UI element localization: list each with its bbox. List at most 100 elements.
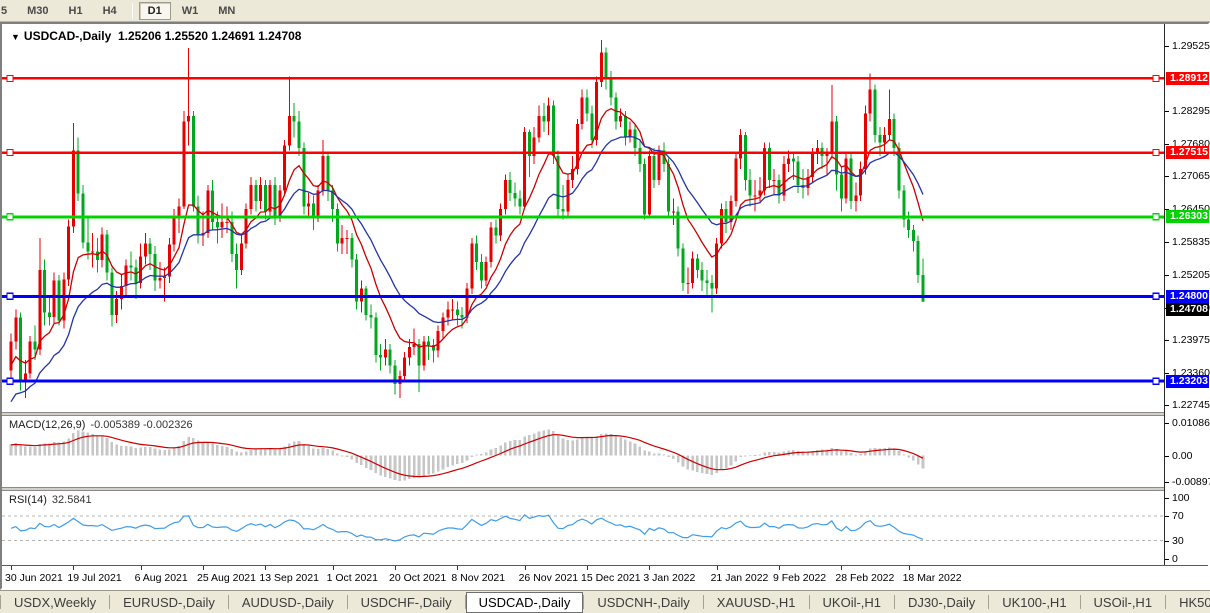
candle — [451, 299, 455, 321]
candle — [513, 182, 517, 207]
tab-separator — [346, 595, 348, 609]
price-level-badge: 1.24800 — [1166, 289, 1209, 303]
timeframe-button-m30[interactable]: M30 — [27, 4, 49, 17]
candle — [777, 174, 781, 204]
sr-line-right-handle[interactable] — [1152, 292, 1160, 301]
date-tick — [779, 566, 780, 570]
candle — [921, 258, 925, 303]
symbol-tab-usdcnh-daily[interactable]: USDCNH-,Daily — [597, 594, 690, 610]
candle — [71, 123, 75, 233]
candle — [686, 267, 690, 294]
timeframe-button-w1[interactable]: W1 — [181, 4, 199, 17]
candle — [806, 169, 810, 196]
sr-line-right-handle[interactable] — [1152, 213, 1160, 221]
candle — [23, 360, 27, 399]
candle — [302, 142, 306, 215]
timeframe-button-mn[interactable]: MN — [218, 4, 236, 17]
sr-line-right-handle[interactable] — [1152, 377, 1160, 385]
candle — [849, 153, 853, 209]
symbol-tab-xauusd-h1[interactable]: XAUUSD-,H1 — [716, 594, 796, 610]
price-tick-label: 1.28295 — [1165, 105, 1210, 117]
timeframe-button-h4[interactable]: H4 — [102, 4, 117, 17]
symbol-tab-hk50-h1[interactable]: HK50-,H1 — [1179, 594, 1210, 610]
candle — [705, 269, 709, 297]
candle — [734, 153, 738, 207]
candle — [710, 275, 714, 313]
macd-tick-label: -0.008974 — [1165, 476, 1210, 488]
macd-pane[interactable]: MACD(12,26,9) -0.005389 -0.002326 — [2, 416, 1164, 487]
candle — [691, 251, 695, 289]
candle — [235, 243, 239, 289]
symbol-tab-ukoil-h1[interactable]: UKOil-,H1 — [822, 594, 882, 610]
candle — [859, 161, 863, 202]
date-tick — [140, 566, 142, 570]
timeframe-button-d1[interactable]: D1 — [138, 1, 171, 20]
chart-title-symbol: USDCAD-,Daily — [23, 29, 112, 43]
candle — [633, 124, 637, 156]
tab-separator — [1165, 595, 1167, 609]
candle — [259, 177, 263, 209]
symbol-tab-usdx-weekly[interactable]: USDX,Weekly — [14, 594, 97, 610]
pane-separator-rsi[interactable] — [2, 487, 1208, 491]
candle — [206, 185, 210, 239]
candle — [249, 177, 253, 215]
sr-line-right-handle[interactable] — [1152, 74, 1160, 83]
timeframe-button-5[interactable]: 5 — [1, 4, 8, 17]
candle — [542, 102, 546, 133]
candle — [393, 360, 397, 395]
sr-line-right-handle[interactable] — [1152, 148, 1160, 157]
timeframe-button-h1[interactable]: H1 — [68, 4, 83, 17]
symbol-tab-usoil-h1[interactable]: USOil-,H1 — [1093, 594, 1153, 610]
candle — [388, 344, 392, 374]
date-tick — [908, 566, 910, 570]
rsi-value: 32.5841 — [51, 494, 92, 506]
sr-line-left-handle[interactable] — [6, 377, 14, 385]
candle — [28, 336, 32, 379]
candle — [196, 195, 200, 244]
price-tick-label: 1.27065 — [1165, 170, 1210, 182]
candle — [523, 126, 527, 209]
candle — [484, 256, 488, 286]
sr-line-left-handle[interactable] — [6, 148, 14, 157]
sr-line-left-handle[interactable] — [6, 213, 14, 221]
candle — [599, 39, 603, 88]
candle — [100, 227, 104, 268]
rsi-pane[interactable]: RSI(14) 32.5841 — [2, 491, 1164, 565]
candle — [355, 254, 359, 310]
current-price-badge: 1.24708 — [1166, 302, 1209, 316]
date-tick — [203, 566, 204, 570]
sr-line-left-handle[interactable] — [6, 74, 14, 83]
symbol-dropdown-icon[interactable]: ▼ — [11, 32, 20, 42]
candle — [76, 137, 80, 202]
candle — [547, 97, 551, 135]
candle — [191, 110, 195, 212]
price-pane[interactable]: ▼ USDCAD-,Daily 1.25206 1.25520 1.24691 1… — [2, 24, 1164, 412]
date-axis[interactable]: 30 Jun 2021 19 Jul 2021 6 Aug 2021 25 Aug 2… — [2, 565, 1208, 588]
candle — [753, 179, 757, 212]
symbol-tab-audusd-daily[interactable]: AUDUSD-,Daily — [241, 594, 334, 610]
candle — [244, 203, 248, 249]
price-level-badge: 1.26303 — [1166, 210, 1209, 224]
candle — [143, 232, 147, 265]
candle — [499, 203, 503, 241]
date-tick — [841, 566, 843, 570]
candle — [182, 110, 186, 209]
candle — [662, 142, 666, 172]
symbol-tab-usdchf-daily[interactable]: USDCHF-,Daily — [360, 594, 452, 610]
candle — [652, 148, 656, 188]
candle — [532, 126, 536, 164]
pane-separator-macd[interactable] — [2, 412, 1208, 416]
sr-line-left-handle[interactable] — [6, 292, 14, 301]
symbol-tab-dj30-daily[interactable]: DJ30-,Daily — [908, 594, 976, 610]
symbol-tab-uk100-h1[interactable]: UK100-,H1 — [1002, 594, 1067, 610]
candle — [796, 155, 800, 194]
candle — [297, 110, 301, 156]
symbol-tab-usdcad-daily[interactable]: USDCAD-,Daily — [465, 591, 584, 613]
chart-title-ohlc: 1.25206 1.25520 1.24691 1.24708 — [117, 29, 302, 43]
chart-title: ▼ USDCAD-,Daily 1.25206 1.25520 1.24691 1… — [11, 29, 301, 43]
date-label: 8 Nov 2021 — [451, 572, 506, 584]
date-label: 19 Jul 2021 — [67, 572, 122, 584]
price-scale-axis[interactable]: 1.29525 1.28295 1.27680 1.27065 1.26450 1.258… — [1164, 24, 1210, 565]
symbol-tab-eurusd-daily[interactable]: EURUSD-,Daily — [123, 594, 215, 610]
tab-separator — [0, 595, 1, 609]
